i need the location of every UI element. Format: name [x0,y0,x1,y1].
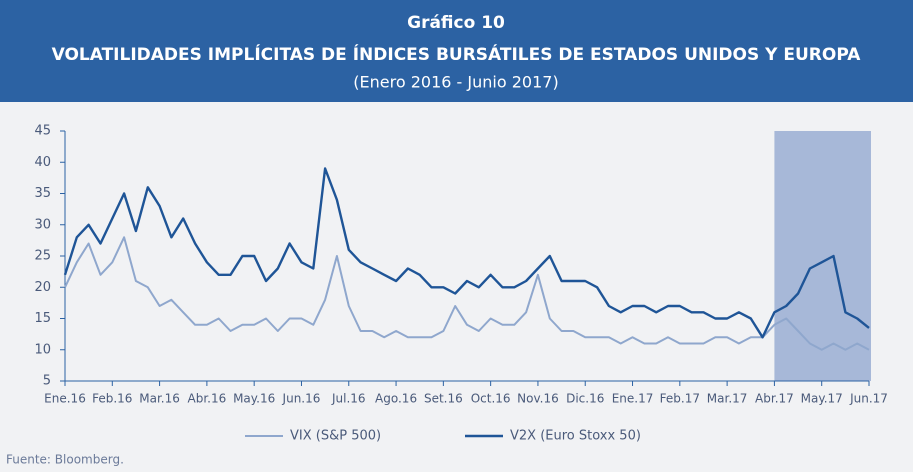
x-tick-label: Set.16 [424,392,463,406]
period: (Enero 2016 - Junio 2017) [353,73,558,92]
x-tick-label: Ene.16 [44,392,86,406]
x-tick-label: Mar.16 [139,392,180,406]
y-tick-label: 35 [34,186,51,201]
x-tick-label: May.16 [233,392,275,406]
x-tick-label: Jun.17 [849,392,888,406]
chart-subtitle: VOLATILIDADES IMPLÍCITAS DE ÍNDICES BURS… [52,43,862,65]
y-tick-label: 20 [34,280,51,295]
source: Fuente: Bloomberg. [6,453,124,467]
y-tick-label: 5 [43,374,51,389]
header [0,0,913,102]
x-tick-label: Dic.16 [566,392,604,406]
x-tick-label: Mar.17 [707,392,748,406]
x-tick-label: Jun.16 [282,392,321,406]
x-tick-label: Abr.17 [755,392,794,406]
x-tick-label: Abr.16 [188,392,227,406]
y-tick-label: 40 [34,155,51,170]
x-tick-label: Ene.17 [612,392,654,406]
chart-title: Gráfico 10 [407,13,505,33]
x-tick-label: Feb.16 [92,392,132,406]
x-tick-label: Nov.16 [517,392,559,406]
x-tick-label: Feb.17 [660,392,700,406]
legend-label: V2X (Euro Stoxx 50) [510,429,641,444]
y-tick-label: 45 [34,124,51,139]
legend-label: VIX (S&P 500) [290,429,381,444]
series-line [64,236,870,351]
y-tick-label: 10 [34,342,51,357]
y-tick-label: 30 [34,217,51,232]
x-tick-label: Jul.16 [331,392,366,406]
y-tick-label: 15 [34,311,51,326]
y-tick-label: 25 [34,249,51,264]
x-tick-label: May.17 [801,392,843,406]
series-line [63,167,870,339]
x-tick-label: Ago.16 [375,392,417,406]
x-tick-label: Oct.16 [471,392,511,406]
highlight-region [774,131,871,381]
